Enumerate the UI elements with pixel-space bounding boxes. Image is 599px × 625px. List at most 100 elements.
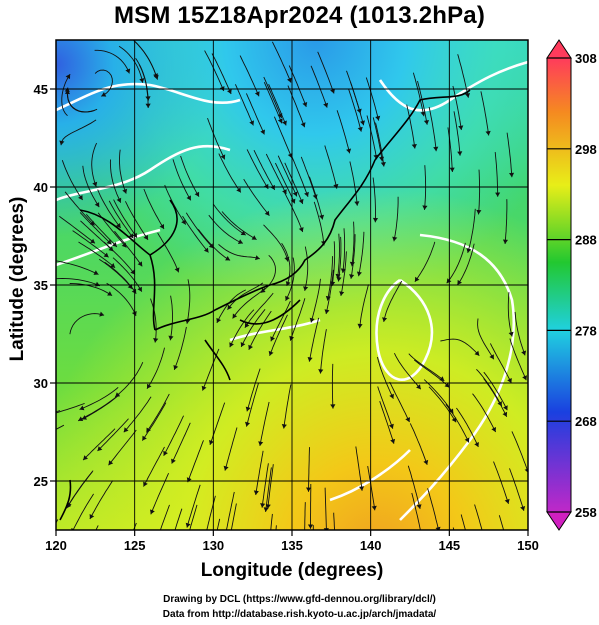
streamline-arrow xyxy=(181,219,186,225)
streamline xyxy=(187,440,204,483)
streamline-arrow xyxy=(220,154,226,160)
streamline xyxy=(72,230,109,258)
streamline xyxy=(78,241,116,269)
streamline-arrow xyxy=(209,440,214,445)
streamline-arrow xyxy=(411,144,417,149)
streamline xyxy=(269,314,288,356)
streamline-arrow xyxy=(503,405,508,411)
streamline-arrow xyxy=(153,338,159,343)
streamline-arrow xyxy=(349,274,355,279)
streamline xyxy=(59,215,96,244)
x-axis-ticks: 120 125 130 135 140 145 150 xyxy=(45,530,539,553)
streamline xyxy=(493,461,509,504)
streamline xyxy=(489,343,512,384)
streamline xyxy=(427,488,440,530)
streamline xyxy=(366,115,378,160)
colorbar-tick-label: 288 xyxy=(575,233,597,248)
streamline xyxy=(428,106,437,152)
streamline xyxy=(221,211,257,240)
streamline xyxy=(66,87,95,113)
streamline-arrow xyxy=(107,291,113,296)
coastlines xyxy=(59,89,471,521)
streamline xyxy=(480,91,490,136)
streamline-arrow xyxy=(507,378,512,383)
streamline-arrow xyxy=(392,236,398,242)
x-tick-label: 140 xyxy=(360,538,382,553)
streamline-arrow xyxy=(448,408,454,414)
streamline xyxy=(372,177,376,223)
streamline xyxy=(310,278,321,323)
streamline-arrow xyxy=(227,304,233,310)
streamline-arrow xyxy=(64,87,70,93)
streamline-arrow xyxy=(469,553,474,558)
streamline-arrow xyxy=(495,192,501,197)
x-axis-label: Longitude (degrees) xyxy=(200,560,384,581)
streamline xyxy=(452,85,462,131)
streamline xyxy=(281,242,291,287)
streamline-arrow xyxy=(167,547,172,552)
streamline-arrow xyxy=(83,455,88,461)
streamline xyxy=(79,387,119,410)
streamline xyxy=(108,429,137,466)
streamline-arrow xyxy=(260,503,266,508)
streamline-arrow xyxy=(354,201,360,206)
streamline-arrow xyxy=(520,506,526,511)
streamline-arrow xyxy=(248,344,253,350)
streamline-arrow xyxy=(474,442,479,447)
streamline-arrow xyxy=(245,421,250,427)
streamline-arrow xyxy=(78,416,84,421)
streamline-arrow xyxy=(319,214,325,220)
streamline-arrow xyxy=(300,122,306,128)
streamline-arrow xyxy=(106,239,112,245)
streamline-arrow xyxy=(502,239,508,244)
isotherm-lines xyxy=(56,60,528,521)
streamline xyxy=(260,254,276,294)
streamline xyxy=(186,484,201,528)
streamline-arrow xyxy=(373,154,379,160)
streamline-arrow xyxy=(356,271,362,277)
streamline xyxy=(445,403,470,443)
streamline-arrow xyxy=(185,522,191,528)
streamline xyxy=(408,353,445,382)
streamline xyxy=(225,491,235,530)
streamline xyxy=(350,234,356,279)
streamline-arrow xyxy=(307,524,314,529)
streamline xyxy=(248,310,272,350)
streamline xyxy=(509,468,525,511)
streamline xyxy=(253,150,276,191)
streamline xyxy=(255,450,264,496)
streamline xyxy=(440,338,480,357)
streamline xyxy=(150,473,170,515)
streamline xyxy=(146,347,165,389)
x-tick-label: 135 xyxy=(281,538,303,553)
streamline xyxy=(478,169,481,215)
streamline-arrow xyxy=(153,74,159,80)
streamline-arrow xyxy=(435,526,441,530)
streamline-arrow xyxy=(232,313,238,319)
streamline-arrow xyxy=(59,140,65,146)
streamline xyxy=(457,243,475,286)
streamline xyxy=(114,230,143,267)
streamline xyxy=(61,73,71,117)
streamline-arrow xyxy=(115,392,121,397)
streamline-arrow xyxy=(414,276,420,282)
streamline xyxy=(56,424,65,430)
streamline xyxy=(91,142,98,187)
streamline-arrow xyxy=(123,427,129,433)
streamline-arrow xyxy=(268,350,274,356)
streamline xyxy=(331,241,336,287)
streamline-arrow xyxy=(333,553,338,557)
streamline-arrow xyxy=(390,438,396,444)
streamline xyxy=(56,410,61,413)
streamline-arrow xyxy=(339,291,345,296)
streamline-arrow xyxy=(416,504,422,509)
streamline-arrow xyxy=(154,542,159,547)
streamline xyxy=(157,232,180,273)
streamline xyxy=(113,199,138,238)
streamline-arrow xyxy=(504,498,510,504)
streamline xyxy=(94,49,130,74)
streamline xyxy=(412,72,425,117)
streamline-arrow xyxy=(249,120,254,126)
streamline-arrow xyxy=(418,532,423,537)
